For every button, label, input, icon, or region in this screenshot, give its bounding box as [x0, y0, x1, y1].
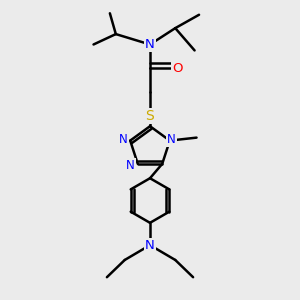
Text: N: N — [145, 238, 155, 252]
Text: N: N — [118, 133, 127, 146]
Text: N: N — [167, 133, 176, 146]
Text: O: O — [172, 62, 183, 75]
Text: S: S — [146, 109, 154, 123]
Text: N: N — [126, 159, 135, 172]
Text: N: N — [145, 38, 155, 51]
